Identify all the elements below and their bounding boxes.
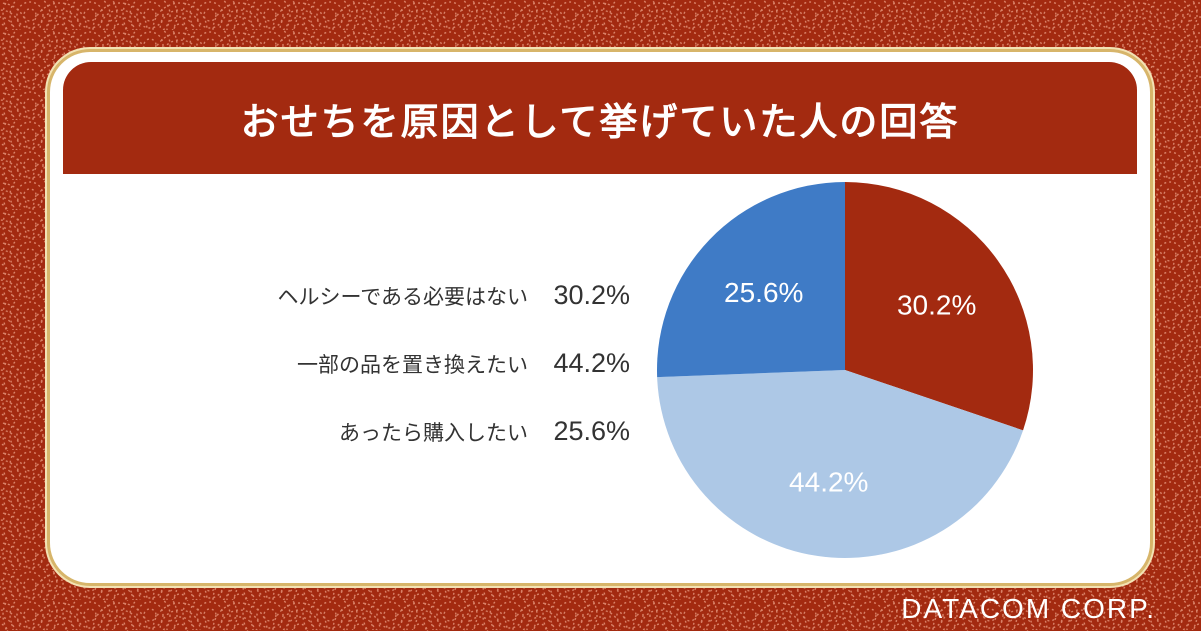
slice-label: 30.2%: [897, 289, 976, 320]
pie-slice: [845, 182, 1033, 431]
title-bar: おせちを原因として挙げていた人の回答: [63, 62, 1137, 174]
legend-label: あったら購入したい: [339, 421, 528, 445]
legend-value: 25.6%: [553, 416, 630, 446]
legend-item: 一部の品を置き換えたい 44.2%: [160, 348, 630, 416]
slice-label: 44.2%: [789, 467, 868, 498]
legend-value: 30.2%: [553, 280, 630, 310]
legend-label: ヘルシーである必要はない: [277, 285, 528, 309]
legend-label: 一部の品を置き換えたい: [297, 353, 528, 377]
chart-title: おせちを原因として挙げていた人の回答: [240, 99, 960, 144]
legend-item: ヘルシーである必要はない 30.2%: [160, 280, 630, 348]
pie-chart: 30.2% 44.2% 25.6%: [657, 182, 1033, 558]
pie-slice: [657, 370, 1024, 558]
legend-item: あったら購入したい 25.6%: [160, 416, 630, 484]
brand-logo-text: DATACOM CORP.: [901, 593, 1156, 624]
pie-slice: [657, 182, 845, 378]
legend: ヘルシーである必要はない 30.2% 一部の品を置き換えたい 44.2% あったら購入し…: [160, 280, 630, 484]
slice-label: 25.6%: [724, 277, 803, 308]
legend-value: 44.2%: [553, 348, 630, 378]
